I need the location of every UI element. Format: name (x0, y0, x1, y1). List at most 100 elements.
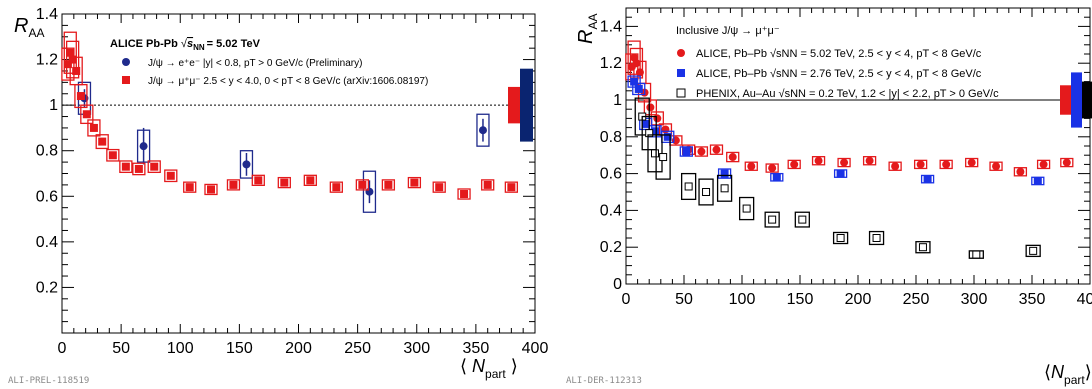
data-point (72, 66, 81, 75)
systematic-box (726, 151, 740, 163)
right-legend: Inclusive J/ψ → μ⁺μ⁻ ALICE, Pb–Pb √sNN =… (676, 25, 999, 100)
y-tick-label: 1 (613, 92, 622, 109)
data-point (865, 156, 874, 165)
data-point (720, 169, 729, 178)
data-point (185, 183, 194, 192)
right-y-axis-label: RAA (575, 14, 600, 44)
data-point (1016, 167, 1025, 176)
data-point (460, 190, 469, 199)
data-point (139, 142, 148, 151)
data-point (229, 180, 238, 189)
systematic-box (95, 134, 109, 150)
systematic-box (226, 179, 241, 191)
data-point (306, 176, 315, 185)
data-point (646, 103, 655, 112)
systematic-box (632, 82, 646, 96)
data-point (747, 162, 756, 171)
systematic-box (939, 159, 953, 170)
data-point (242, 160, 251, 169)
systematic-box (355, 179, 370, 191)
x-tick-label: 350 (1019, 291, 1046, 308)
data-point (1039, 160, 1048, 169)
data-point (66, 48, 75, 57)
right-panel: 0 50 100 150 200 250 300 350 400 0 0.2 0.4 0.6 0.8 1 1.… (566, 7, 1092, 387)
systematic-box (164, 169, 178, 183)
data-point (728, 153, 737, 162)
y-tick-label: 0.2 (600, 239, 622, 256)
left-x-axis-label: ⟨ Npart ⟩ (460, 356, 518, 381)
left-legend: ALICE Pb-Pb √sNN = 5.02 TeV J/ψ → e⁺e⁻ |y… (110, 38, 428, 87)
data-point (798, 215, 807, 224)
x-tick-label: 350 (463, 340, 490, 357)
systematic-box (787, 159, 801, 170)
data-point (840, 158, 849, 167)
data-point (507, 183, 516, 192)
data-point (645, 129, 654, 138)
data-point (634, 84, 643, 93)
data-point (712, 145, 721, 154)
y-tick-label: 1.2 (600, 55, 622, 72)
y-tick-label: 0.6 (600, 166, 622, 183)
global-uncertainty-box (1082, 81, 1092, 119)
systematic-box (832, 231, 849, 245)
y-tick-label: 0 (613, 276, 622, 293)
data-point (206, 185, 215, 194)
data-point (63, 60, 72, 69)
systematic-box (965, 157, 979, 168)
data-point (872, 234, 881, 242)
systematic-box (717, 168, 732, 179)
data-point (254, 176, 263, 185)
data-point (98, 137, 107, 146)
data-point (358, 180, 367, 189)
y-tick-label: 0.2 (36, 279, 58, 296)
systematic-box (65, 40, 80, 79)
systematic-box (303, 174, 317, 186)
data-point (121, 162, 130, 171)
data-point (76, 92, 85, 101)
systematic-box (329, 181, 343, 193)
data-point (923, 175, 932, 184)
systematic-box (716, 174, 733, 202)
data-point (702, 188, 711, 196)
systematic-box (80, 104, 94, 125)
systematic-box (362, 170, 377, 213)
data-point (916, 160, 925, 169)
data-point (918, 243, 927, 252)
data-point (134, 164, 143, 173)
x-tick-label: 50 (112, 340, 130, 357)
left-legend-header: ALICE Pb-Pb √sNN = 5.02 TeV (110, 38, 261, 52)
data-point (682, 147, 691, 156)
systematic-box (765, 163, 779, 173)
x-tick-label: 200 (285, 340, 312, 357)
data-point (663, 132, 672, 141)
left-watermark: ALI-PREL-118519 (8, 376, 89, 386)
left-ticks: 0 50 100 150 200 250 300 350 400 0.2 0.4 0.6 0.8 1 1.2… (36, 6, 549, 357)
systematic-box (476, 113, 490, 147)
systematic-box (407, 176, 422, 189)
x-tick-label: 0 (58, 340, 67, 357)
right-legend-marker-phenix (676, 88, 686, 98)
right-legend-marker-502 (677, 49, 685, 57)
systematic-box (251, 174, 265, 186)
data-point (478, 126, 487, 135)
right-x-axis-label: ⟨Npart⟩ (1044, 362, 1092, 387)
systematic-box (641, 115, 657, 151)
data-point (768, 164, 777, 173)
data-point (630, 77, 639, 86)
data-point (1033, 176, 1042, 185)
right-legend-title: Inclusive J/ψ → μ⁺μ⁻ (676, 25, 780, 37)
data-point (772, 173, 781, 182)
systematic-box (457, 188, 471, 200)
y-tick-label: 0.6 (36, 188, 58, 205)
systematic-box (504, 181, 519, 193)
left-panel: 0 50 100 150 200 250 300 350 400 0.2 0.4 0.6 0.8 1 1.2… (8, 6, 548, 386)
x-tick-label: 100 (167, 340, 194, 357)
y-tick-label: 0.4 (600, 202, 622, 219)
systematic-box (694, 146, 709, 157)
global-uncertainty-box (1060, 85, 1071, 115)
data-point (332, 183, 341, 192)
data-point (384, 180, 393, 189)
data-point (836, 234, 845, 242)
systematic-box (989, 161, 1003, 171)
systematic-box (913, 159, 928, 170)
